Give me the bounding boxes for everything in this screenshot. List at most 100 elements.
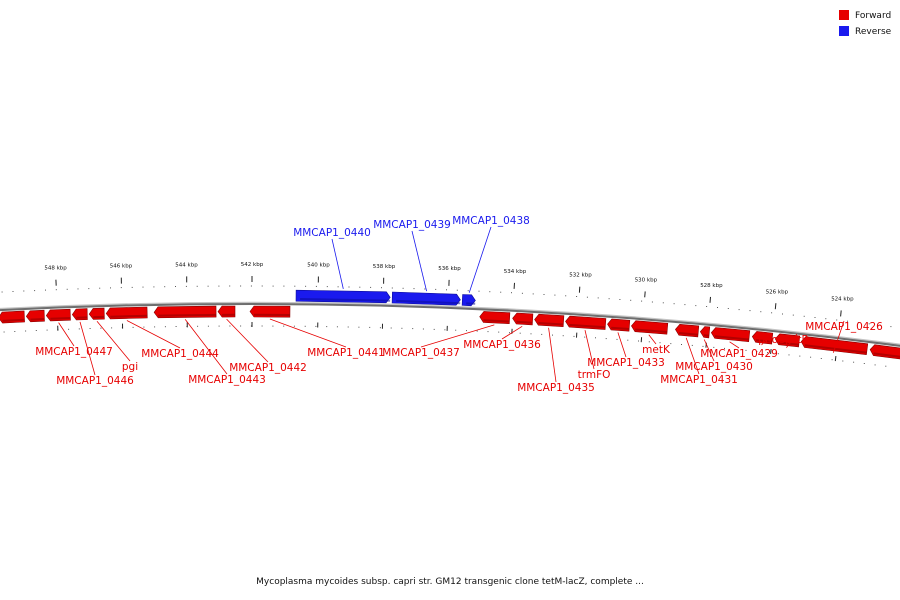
scale-tick-label: 546 kbp — [110, 264, 133, 270]
gene-label[interactable]: MMCAP1_0447 — [35, 346, 113, 358]
scale-tick: 526 kbp — [766, 289, 789, 354]
scale-dot — [476, 330, 478, 332]
gene-feature[interactable] — [249, 305, 291, 318]
scale-dot — [595, 337, 596, 339]
gene-shade — [804, 344, 867, 354]
scale-dot — [857, 322, 859, 323]
scale-dot — [3, 331, 5, 333]
gene-feature[interactable] — [217, 305, 236, 318]
gene-label[interactable]: MMCAP1_0443 — [188, 374, 266, 386]
gene-feature[interactable] — [0, 310, 25, 324]
gene-label[interactable]: MMCAP1_0446 — [56, 375, 134, 387]
gene-label-leader — [126, 320, 181, 349]
gene-label[interactable]: MMCAP1_0438 — [452, 215, 530, 227]
gene-label[interactable]: pgi — [122, 361, 138, 373]
scale-dot — [435, 288, 437, 290]
scale-dot — [500, 291, 502, 293]
gene-label[interactable]: MMCAP1_0429 — [700, 348, 778, 360]
scale-tick-label: 528 kbp — [700, 283, 723, 289]
gene-label[interactable]: trmFO — [578, 369, 611, 381]
scale-dot — [422, 328, 424, 330]
scale-dot — [347, 326, 349, 328]
scale-dot — [88, 288, 90, 290]
gene-feature[interactable] — [391, 291, 461, 306]
scale-dot — [379, 327, 381, 329]
gene-feature[interactable] — [675, 323, 700, 338]
scale-dot — [573, 335, 575, 337]
scale-dot — [706, 306, 708, 307]
gene-features — [0, 289, 900, 360]
gene-label[interactable]: MMCAP1_0430 — [675, 361, 753, 373]
scale-dot — [34, 290, 36, 292]
gene-shade — [703, 334, 710, 337]
scale-dot — [45, 289, 46, 291]
scale-tick: 536 kbp — [438, 266, 461, 331]
gene-label[interactable]: MMCAP1_0440 — [293, 227, 371, 239]
legend-swatch — [839, 10, 849, 20]
gene-feature[interactable] — [25, 309, 45, 323]
scale-dot — [218, 325, 220, 327]
gene-label[interactable]: MMCAP1_0435 — [517, 382, 595, 394]
scale-dot — [597, 297, 599, 299]
gene-feature[interactable] — [153, 305, 217, 319]
gene-label[interactable]: pstB — [785, 334, 808, 346]
gene-label[interactable]: metK — [642, 344, 671, 356]
scale-ticks: 548 kbp 546 kbp 544 kbp 542 kbp 540 kbp 538 k… — [44, 262, 854, 362]
gene-shade — [635, 328, 668, 333]
scale-dot — [250, 325, 252, 327]
gene-label[interactable]: phoU — [758, 334, 785, 346]
gene-feature[interactable] — [710, 327, 751, 343]
scale-dot — [197, 325, 199, 327]
scale-dot — [444, 329, 446, 331]
scale-dot — [55, 289, 57, 291]
scale-dot — [12, 291, 14, 292]
gene-feature[interactable] — [105, 306, 148, 320]
scale-dot — [455, 329, 457, 331]
scale-dot — [530, 333, 532, 335]
scale-dot — [552, 334, 553, 336]
gene-feature[interactable] — [869, 344, 900, 360]
gene-label[interactable]: MMCAP1_0439 — [373, 219, 451, 231]
scale-dot — [576, 296, 578, 297]
gene-label[interactable]: MMCAP1_0426 — [805, 321, 883, 333]
gene-feature[interactable] — [607, 318, 631, 332]
scale-dot — [767, 352, 768, 354]
gene-label[interactable]: MMCAP1_0436 — [463, 339, 541, 351]
scale-dot — [424, 288, 426, 290]
gene-feature[interactable] — [461, 294, 476, 307]
gene-label[interactable]: MMCAP1_0441 — [307, 347, 385, 359]
scale-dot — [777, 353, 779, 355]
gene-label[interactable]: MMCAP1_0433 — [587, 357, 665, 369]
gene-feature[interactable] — [699, 326, 711, 339]
gene-feature[interactable] — [88, 307, 105, 320]
gene-feature[interactable] — [774, 333, 801, 348]
gene-label[interactable]: MMCAP1_0442 — [229, 362, 307, 374]
scale-tick: 546 kbp — [110, 264, 133, 329]
gene-label[interactable]: MMCAP1_0431 — [660, 374, 738, 386]
gene-feature[interactable] — [479, 311, 511, 325]
gene-feature[interactable] — [800, 336, 869, 356]
gene-feature[interactable] — [45, 308, 71, 322]
gene-label[interactable]: MMCAP1_0437 — [382, 347, 460, 359]
gene-shade — [483, 319, 510, 323]
scale-dot — [638, 340, 639, 342]
gene-feature[interactable] — [71, 308, 88, 321]
gene-label[interactable]: MMCAP1_0444 — [141, 348, 219, 360]
scale-dot — [695, 305, 697, 307]
gene-shade — [110, 314, 148, 318]
scale-dot — [46, 329, 48, 331]
scale-dot — [240, 285, 242, 287]
scale-dot — [831, 359, 833, 361]
gene-feature[interactable] — [534, 313, 565, 328]
scale-dot — [164, 286, 166, 288]
gene-feature[interactable] — [512, 312, 534, 326]
gene-feature[interactable] — [565, 315, 607, 330]
gene-label-leader — [761, 333, 773, 346]
gene-shade — [569, 323, 606, 329]
scale-dot — [681, 344, 682, 345]
scale-tick-mark — [644, 291, 646, 298]
gene-shade — [30, 318, 45, 321]
gene-feature[interactable] — [295, 289, 391, 304]
scale-dot — [369, 326, 371, 328]
gene-feature[interactable] — [631, 320, 669, 335]
